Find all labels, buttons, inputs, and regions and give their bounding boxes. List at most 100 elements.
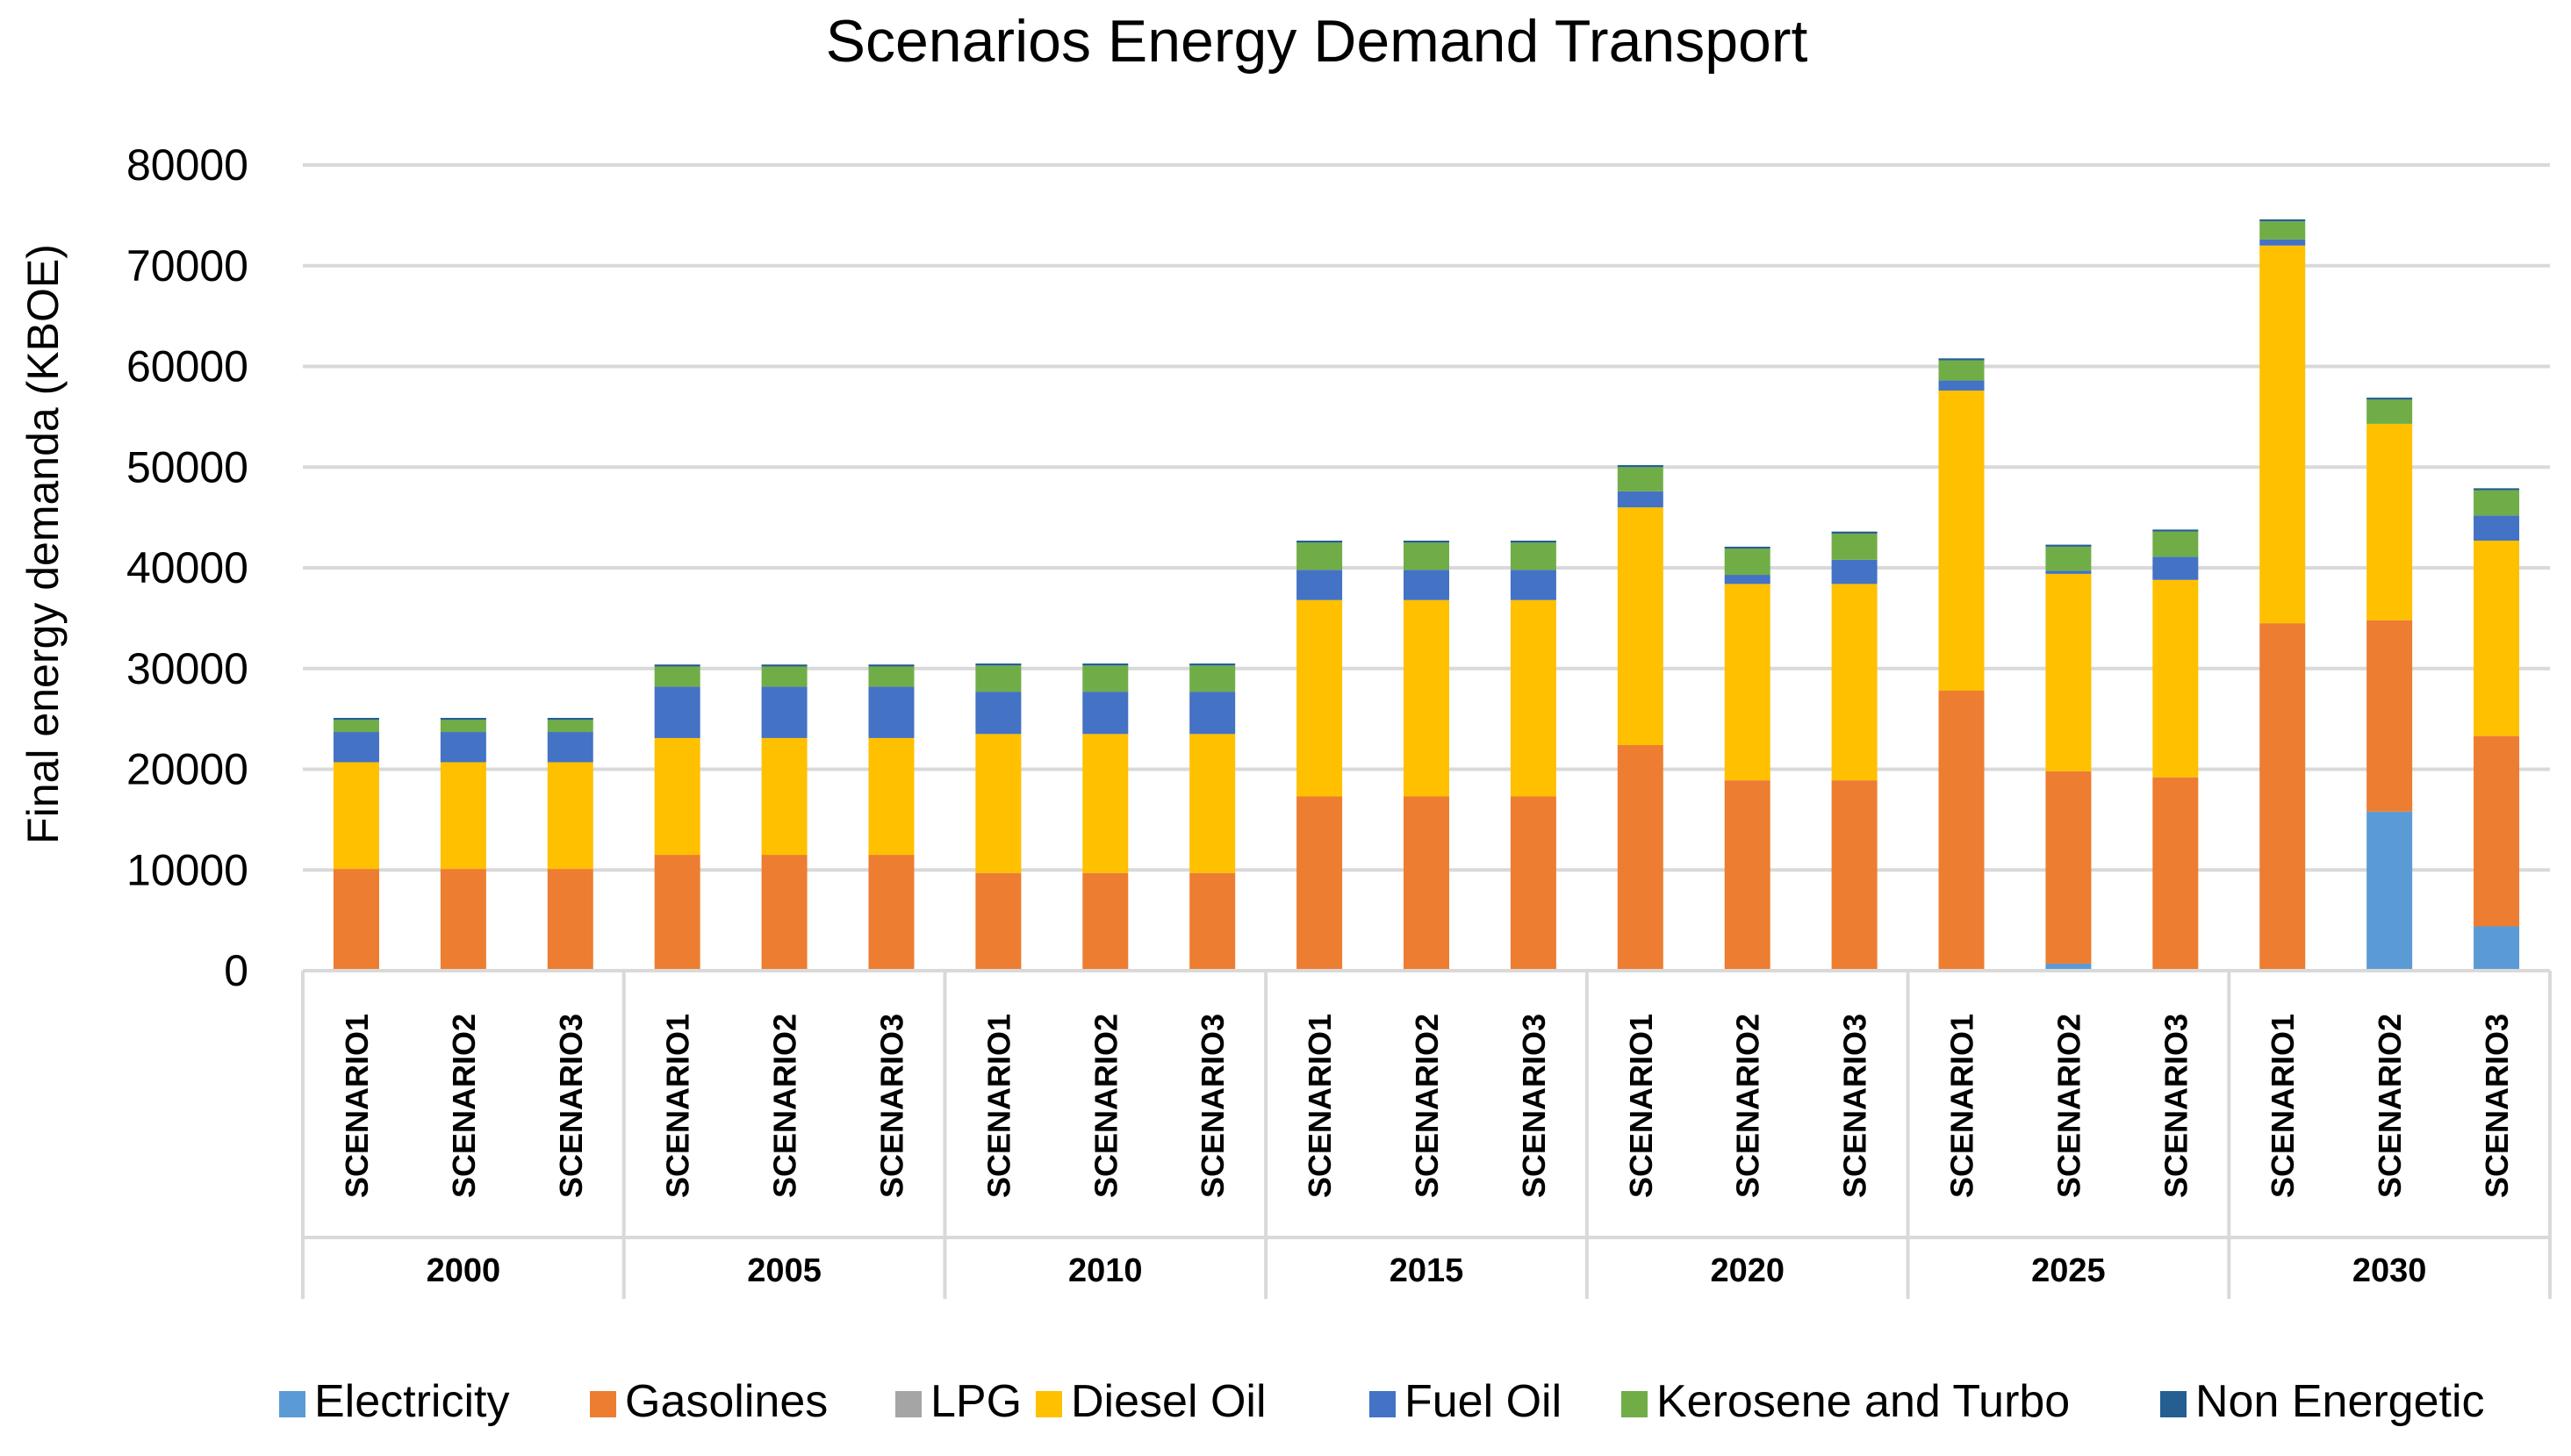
legend-label: Gasolines xyxy=(625,1376,828,1427)
bar-segment-kerosene-and-turbo xyxy=(2366,399,2413,424)
bar-segment-gasolines xyxy=(761,855,808,971)
bar-segment-diesel-oil xyxy=(1617,507,1663,745)
bar-segment-kerosene-and-turbo xyxy=(2259,221,2306,240)
bar-segment-electricity xyxy=(2366,811,2413,971)
bar-segment-gasolines xyxy=(440,869,486,971)
x-category-label: SCENARIO2 xyxy=(2372,1014,2408,1198)
x-category-label: SCENARIO2 xyxy=(1730,1014,1766,1198)
y-tick-label: 40000 xyxy=(126,543,248,592)
bar-segment-fuel-oil xyxy=(1617,491,1663,508)
bar-segment-diesel-oil xyxy=(440,762,486,870)
x-category-label: SCENARIO3 xyxy=(2479,1014,2515,1198)
legend-swatch xyxy=(279,1391,305,1417)
bar-segment-diesel-oil xyxy=(1938,391,1985,691)
bar-segment-non-energetic xyxy=(2366,398,2413,400)
bar-segment-gasolines xyxy=(1938,690,1985,971)
bar-segment-gasolines xyxy=(1617,744,1663,971)
bar-segment-non-energetic xyxy=(1831,531,1878,534)
x-category-label: SCENARIO1 xyxy=(980,1014,1016,1198)
legend: Electricity Gasolines LPG Diesel Oil Fuel Oi… xyxy=(279,1376,2485,1427)
bar-segment-kerosene-and-turbo xyxy=(2474,490,2520,516)
bar-segment-kerosene-and-turbo xyxy=(1724,549,1770,576)
bar-segment-diesel-oil xyxy=(975,734,1022,873)
bar-segment-electricity xyxy=(2045,963,2092,971)
legend-label: Kerosene and Turbo xyxy=(1656,1376,2070,1427)
x-category-label: SCENARIO3 xyxy=(553,1014,589,1198)
y-tick-labels: 0 10000 20000 30000 40000 50000 60000 70000 8000… xyxy=(126,140,248,995)
bar-segment-fuel-oil xyxy=(654,686,700,738)
bar-segment-kerosene-and-turbo xyxy=(1831,533,1878,560)
bar-segment-gasolines xyxy=(1296,796,1343,971)
x-category-label: SCENARIO3 xyxy=(1837,1014,1873,1198)
bar-segment-fuel-oil xyxy=(547,732,593,763)
legend-swatch xyxy=(895,1391,922,1417)
bar-segment-diesel-oil xyxy=(1296,599,1343,797)
legend-label: Fuel Oil xyxy=(1404,1376,1562,1427)
bar-segment-kerosene-and-turbo xyxy=(1404,542,1449,570)
bar-segment-kerosene-and-turbo xyxy=(1082,665,1129,692)
y-tick-label: 80000 xyxy=(126,140,248,190)
bar-segment-non-energetic xyxy=(761,664,808,667)
x-group-label: 2005 xyxy=(747,1252,822,1289)
bar-segment-diesel-oil xyxy=(1724,584,1770,781)
bar-segment-non-energetic xyxy=(1510,541,1556,543)
bar-segment-non-energetic xyxy=(975,663,1022,666)
bar-segment-kerosene-and-turbo xyxy=(1617,467,1663,491)
bar-segment-fuel-oil xyxy=(1938,380,1985,391)
bar-segment-kerosene-and-turbo xyxy=(440,720,486,733)
bar-segment-diesel-oil xyxy=(1404,599,1449,797)
x-group-label: 2010 xyxy=(1068,1252,1143,1289)
chart-title: Scenarios Energy Demand Transport xyxy=(826,8,1808,75)
x-group-label: 2020 xyxy=(1710,1252,1785,1289)
x-category-label: SCENARIO1 xyxy=(1302,1014,1338,1198)
bar-segment-fuel-oil xyxy=(868,686,915,738)
bar-segment-diesel-oil xyxy=(654,737,700,856)
bar-segment-gasolines xyxy=(654,855,700,971)
bar-segment-gasolines xyxy=(2259,623,2306,971)
legend-swatch xyxy=(1036,1391,1062,1417)
bar-segment-fuel-oil xyxy=(2259,239,2306,246)
legend-swatch xyxy=(2160,1391,2187,1417)
bar-segment-gasolines xyxy=(1082,872,1129,971)
x-category-label: SCENARIO1 xyxy=(660,1014,696,1198)
y-tick-label: 0 xyxy=(224,946,248,995)
bar-segment-diesel-oil xyxy=(2366,423,2413,620)
bar-segment-gasolines xyxy=(547,869,593,971)
bar-segment-kerosene-and-turbo xyxy=(2045,546,2092,571)
bar-segment-non-energetic xyxy=(547,717,593,721)
bar-segment-fuel-oil xyxy=(1189,692,1236,735)
bar-segment-non-energetic xyxy=(1189,663,1236,666)
x-category-label: SCENARIO2 xyxy=(2050,1014,2086,1198)
bar-segment-non-energetic xyxy=(333,717,379,721)
x-axis: SCENARIO1 SCENARIO2 SCENARIO3 2000 SCENARIO1… xyxy=(301,969,2552,1299)
legend-label: Non Energetic xyxy=(2195,1376,2485,1427)
legend-label: LPG xyxy=(930,1376,1022,1427)
bars xyxy=(333,219,2520,971)
x-category-label: SCENARIO1 xyxy=(2265,1014,2301,1198)
bar-segment-diesel-oil xyxy=(1510,599,1556,797)
bar-segment-fuel-oil xyxy=(2474,515,2520,542)
bar-segment-gasolines xyxy=(1404,796,1449,971)
x-category-label: SCENARIO1 xyxy=(1623,1014,1659,1198)
y-tick-label: 50000 xyxy=(126,442,248,491)
legend-swatch xyxy=(1369,1391,1396,1417)
bar-segment-kerosene-and-turbo xyxy=(868,666,915,687)
bar-segment-diesel-oil xyxy=(1189,734,1236,873)
bar-segment-diesel-oil xyxy=(1082,734,1129,873)
bar-segment-fuel-oil xyxy=(2152,556,2199,580)
bar-segment-kerosene-and-turbo xyxy=(975,665,1022,692)
legend-label: Diesel Oil xyxy=(1071,1376,1267,1427)
bar-segment-diesel-oil xyxy=(547,762,593,870)
bar-segment-non-energetic xyxy=(2045,544,2092,547)
x-group-label: 2025 xyxy=(2031,1252,2106,1289)
bar-segment-non-energetic xyxy=(2152,529,2199,532)
x-category-label: SCENARIO3 xyxy=(873,1014,909,1198)
bar-segment-kerosene-and-turbo xyxy=(1189,665,1236,692)
legend-swatch xyxy=(590,1391,616,1417)
x-category-label: SCENARIO2 xyxy=(1088,1014,1124,1198)
bar-segment-diesel-oil xyxy=(333,762,379,870)
legend-swatch xyxy=(1621,1391,1648,1417)
bar-segment-kerosene-and-turbo xyxy=(333,720,379,733)
bar-segment-gasolines xyxy=(2152,777,2199,971)
x-category-label: SCENARIO2 xyxy=(446,1014,482,1198)
